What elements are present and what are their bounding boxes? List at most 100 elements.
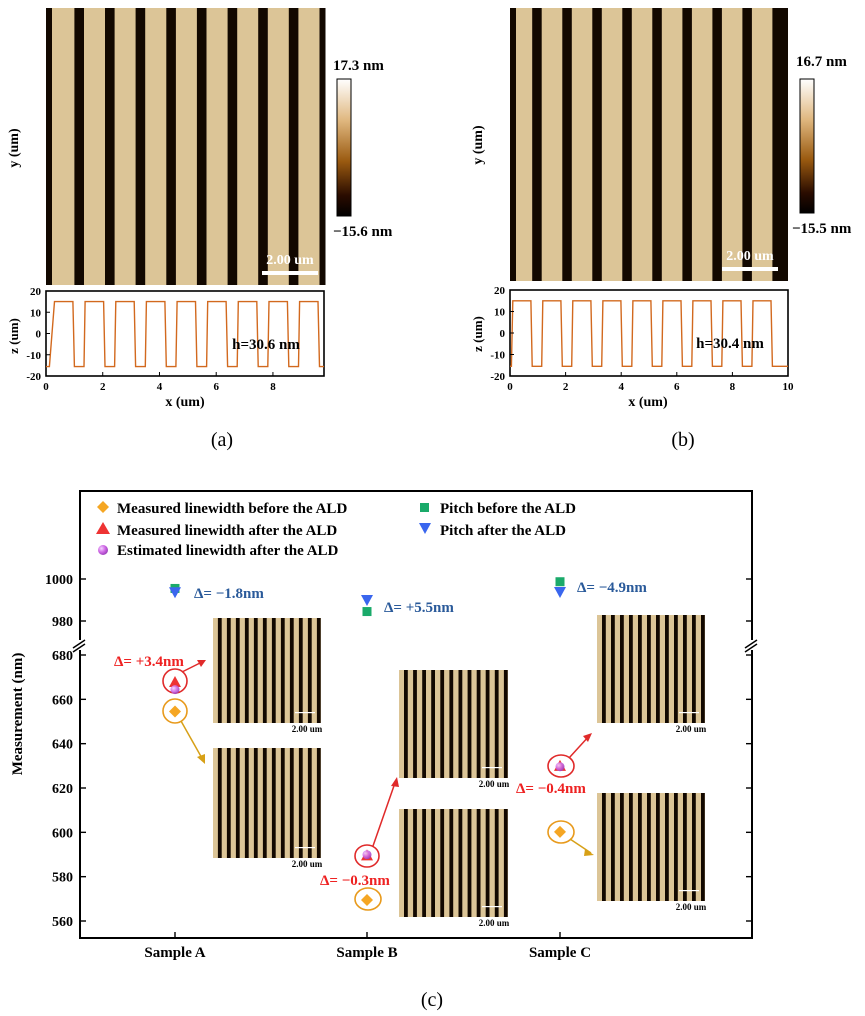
inset-stripe: [467, 809, 472, 917]
linewidth-delta-b: Δ= −0.3nm: [320, 873, 390, 889]
x-tick-label: 8: [730, 381, 736, 393]
afm-dark-stripe: [682, 8, 692, 281]
x-tick-label: 4: [618, 381, 624, 393]
inset-stripe: [253, 748, 258, 858]
y-tick-label: 660: [52, 693, 73, 708]
legend-label-square: Pitch before the ALD: [440, 501, 576, 517]
x-category-label: Sample C: [529, 945, 591, 961]
inset-stripe: [431, 809, 435, 917]
marker-estimated-linewidth: [555, 762, 565, 772]
legend-marker-triangle-up: [96, 522, 110, 534]
inset-stripe: [485, 809, 490, 917]
x-tick-label: 10: [783, 381, 795, 393]
y-tick-label: 620: [52, 782, 73, 797]
inset-stripe: [440, 670, 445, 778]
inset-stripe: [280, 748, 285, 858]
inset-stripe: [485, 670, 490, 778]
scale-bar-label-b: 2.00 um: [726, 249, 774, 264]
marker-estimated-linewidth: [170, 685, 180, 695]
afm-stripes-a: [46, 8, 326, 285]
panel-label-b: (b): [671, 429, 694, 451]
inset-stripe: [683, 793, 687, 901]
panel-c: Measured linewidth before the ALD Pitch …: [10, 490, 758, 1011]
legend-label-diamond: Measured linewidth before the ALD: [117, 501, 347, 517]
y-tick-label: 980: [52, 615, 73, 630]
pitch-delta-b: Δ= +5.5nm: [384, 600, 454, 616]
y-tick-label: 10: [30, 307, 42, 319]
inset-stripe: [701, 615, 705, 723]
profile-plot-b: [509, 289, 789, 377]
inset-stripe: [440, 809, 445, 917]
inset-stripe: [638, 615, 642, 723]
afm-dark-stripe: [772, 8, 788, 281]
legend-label-sphere: Estimated linewidth after the ALD: [117, 543, 339, 559]
afm-image-b: [510, 8, 788, 281]
afm-dark-stripe: [652, 8, 662, 281]
scale-bar-a: [262, 271, 318, 275]
inset-stripe: [271, 748, 276, 858]
afm-dark-stripe: [622, 8, 632, 281]
inset-stripe: [289, 618, 294, 723]
inset-stripe: [620, 615, 624, 723]
inset-stripe: [449, 670, 454, 778]
afm-dark-stripe: [562, 8, 572, 281]
x-axis-categories: Sample A Sample B Sample C: [144, 932, 591, 961]
inset-stripe: [262, 748, 267, 858]
marker-pitch-after: [361, 595, 373, 606]
marker-linewidth-before: [361, 893, 373, 906]
marker-pitch-after: [554, 587, 566, 599]
marker-estimated-linewidth: [362, 850, 372, 860]
inset-stripe: [253, 618, 258, 723]
x-axis-label-b: x (um): [628, 395, 668, 410]
inset-stripe: [602, 793, 606, 901]
marker-linewidth-after: [169, 676, 181, 688]
marker-pitch-before: [555, 577, 565, 587]
ellipse-c-before: [547, 820, 575, 844]
colorbar-max-b: 16.7 nm: [796, 54, 847, 70]
z-axis-label-a: z (um): [6, 318, 21, 354]
inset-stripe: [217, 618, 222, 723]
afm-dark-stripe: [712, 8, 722, 281]
profile-ticks-b: 0 2 4 6 8 10 20 10 0 -10 -20: [490, 285, 794, 393]
inset-image: [213, 618, 321, 723]
profile-plot-a: [45, 290, 325, 377]
ellipse-b-after: [354, 844, 380, 868]
inset-stripe: [235, 748, 240, 858]
inset-stripe: [458, 670, 463, 778]
profile-annotation-b: h=30.4 nm: [696, 336, 764, 352]
ellipse-c-after: [547, 754, 575, 778]
inset-scale-label: 2.00 um: [676, 724, 707, 734]
inset-stripe: [638, 793, 642, 901]
y-tick-label: 20: [30, 286, 42, 298]
y-tick-label: 0: [500, 328, 506, 340]
inset-stripe: [271, 618, 276, 723]
afm-stripes-b: [510, 8, 788, 281]
y-tick-label: 0: [36, 329, 42, 341]
inset-stripe: [316, 618, 321, 723]
y-axis-label-a: y (um): [7, 128, 22, 168]
inset-stripe: [422, 809, 426, 917]
profile-annotation-a: h=30.6 nm: [232, 337, 300, 353]
legend-marker-diamond: [97, 501, 109, 513]
colorbar-a: [336, 78, 352, 217]
inset-stripe: [316, 748, 321, 858]
x-tick-label: 2: [563, 381, 569, 393]
inset-scale-bar: [482, 767, 502, 769]
inset-stripe: [656, 615, 660, 723]
inset-stripe: [602, 615, 606, 723]
linewidth-delta-c: Δ= −0.4nm: [516, 781, 586, 797]
afm-dark-stripe: [742, 8, 752, 281]
y-tick-label: 640: [52, 738, 73, 753]
inset-stripe: [674, 615, 678, 723]
inset-stripe: [665, 615, 669, 723]
inset-stripe: [692, 615, 696, 723]
inset-scale-label: 2.00 um: [676, 902, 707, 912]
afm-dark-stripe: [74, 8, 84, 285]
inset-stripe: [307, 748, 312, 858]
afm-dark-stripe: [196, 8, 207, 285]
annotation-arrows: [162, 660, 594, 911]
legend-marker-triangle-down: [419, 523, 431, 534]
afm-dark-stripe: [592, 8, 602, 281]
legend-label-triangle-down: Pitch after the ALD: [440, 523, 566, 539]
